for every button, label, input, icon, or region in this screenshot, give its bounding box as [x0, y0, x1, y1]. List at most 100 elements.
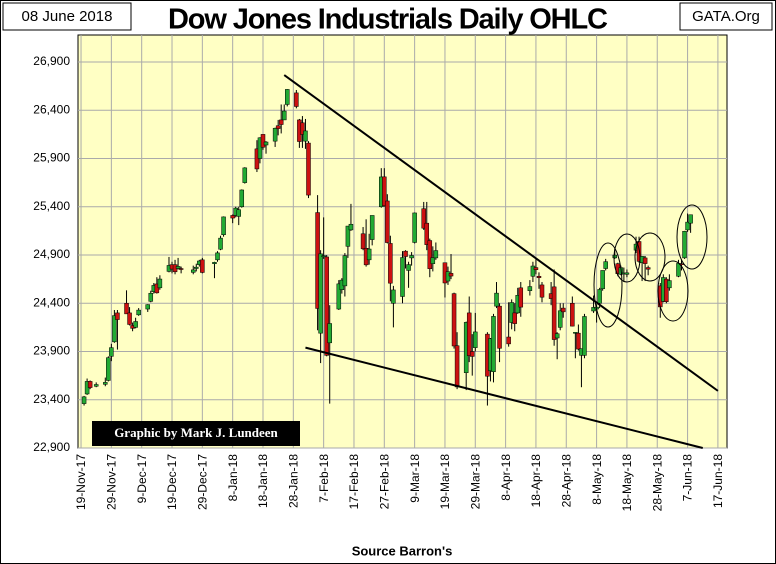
candle-body [421, 208, 426, 229]
candle-body [497, 305, 502, 349]
x-tick-label: 8-Jan-18 [226, 454, 240, 502]
candle-body [300, 122, 305, 135]
candle-body [327, 323, 332, 344]
y-tick-label: 26,400 [33, 102, 70, 116]
candle-body [145, 304, 151, 310]
candle-body [612, 254, 618, 259]
x-tick-label: 7-Feb-18 [317, 454, 331, 503]
candle-body [136, 309, 141, 316]
highlight-circle [676, 204, 708, 270]
candle-body [494, 292, 499, 307]
trend-line [305, 346, 703, 449]
x-tick-label: 8-May-18 [590, 454, 604, 505]
marks [81, 74, 719, 449]
x-tick-label: 28-Jan-18 [286, 454, 300, 508]
candle-body [427, 240, 433, 269]
candle-body [430, 257, 436, 264]
candle-body [242, 167, 248, 183]
candle-body [336, 283, 342, 310]
candle-body [124, 303, 129, 315]
candle-body [642, 257, 648, 264]
highlight-circle [657, 260, 689, 322]
candle-body [127, 312, 132, 325]
candle-body [573, 332, 578, 334]
x-tick-label: 17-Feb-18 [347, 454, 361, 510]
site-box [679, 2, 773, 31]
overlays [593, 204, 708, 328]
candle-body [600, 270, 605, 290]
candle-body [491, 316, 496, 373]
candle-body [530, 265, 536, 277]
candle-body [345, 225, 351, 247]
candle-body [178, 268, 184, 270]
candle-body [445, 271, 451, 282]
candle-body [667, 280, 672, 289]
candle-body [473, 331, 478, 348]
x-tick-label: 19-Mar-18 [438, 454, 452, 510]
candle-body [109, 347, 114, 357]
highlight-circle [593, 242, 623, 328]
candle-body [382, 176, 387, 207]
x-tick-label: 9-Dec-17 [135, 454, 149, 504]
candle-body [688, 214, 693, 224]
candle-body [539, 284, 545, 298]
candle-body [254, 148, 260, 170]
candle-body [236, 209, 241, 217]
candle-body [324, 256, 329, 356]
x-tick-label: 29-Dec-17 [196, 454, 210, 510]
candle-body [391, 289, 396, 304]
candle-body [448, 273, 454, 277]
candle-body [103, 382, 108, 385]
candle-body [275, 125, 281, 129]
highlight-circle [634, 232, 666, 282]
candle-body [106, 357, 111, 381]
candle-body [218, 237, 223, 250]
y-tick-label: 26,900 [33, 54, 70, 68]
trend-line [283, 74, 719, 392]
x-tick-label: 28-Apr-18 [559, 454, 573, 508]
grid [78, 35, 727, 449]
candle-body [81, 396, 87, 404]
candle-body [527, 286, 533, 291]
x-tick-label: 18-Apr-18 [529, 454, 543, 508]
candle-body [215, 252, 220, 261]
candle-body [466, 312, 472, 356]
candle-body [518, 287, 524, 308]
plot-area [77, 34, 728, 449]
candle-body [342, 255, 348, 287]
candle-body [536, 275, 542, 278]
candle-body [412, 212, 417, 243]
candle-body [433, 250, 439, 259]
candle-body [597, 289, 602, 304]
x-tick-label: 18-Jan-18 [256, 454, 270, 508]
x-tick-label: 28-May-18 [650, 454, 664, 512]
candle-body [303, 130, 308, 142]
x-tick-label: 19-Dec-17 [165, 454, 179, 510]
y-tick-label: 24,400 [33, 295, 70, 309]
x-tick-label: 8-Apr-18 [499, 454, 513, 501]
candle-body [133, 321, 138, 328]
date-box [2, 2, 132, 31]
candle-body [424, 222, 430, 245]
candle-body [570, 303, 575, 327]
candle-body [360, 233, 366, 250]
annotation-box [92, 421, 300, 446]
x-tick-label: 7-Jun-18 [681, 454, 695, 502]
y-tick-label: 25,900 [33, 151, 70, 165]
candle-body [294, 92, 299, 107]
candle-body [454, 345, 460, 388]
candle-body [272, 127, 278, 142]
candle-body [582, 316, 587, 356]
candle-body [509, 302, 514, 323]
candle-body [369, 215, 375, 240]
candle-body [194, 266, 199, 269]
highlight-circle [613, 233, 641, 283]
x-tick-label: 29-Mar-18 [468, 454, 482, 510]
candle-body [221, 216, 226, 235]
candle-body [260, 134, 266, 148]
x-tick-label: 17-Jun-18 [711, 454, 725, 508]
y-tick-label: 23,400 [33, 392, 70, 406]
candle-body [685, 221, 690, 231]
y-tick-label: 24,900 [33, 247, 70, 261]
